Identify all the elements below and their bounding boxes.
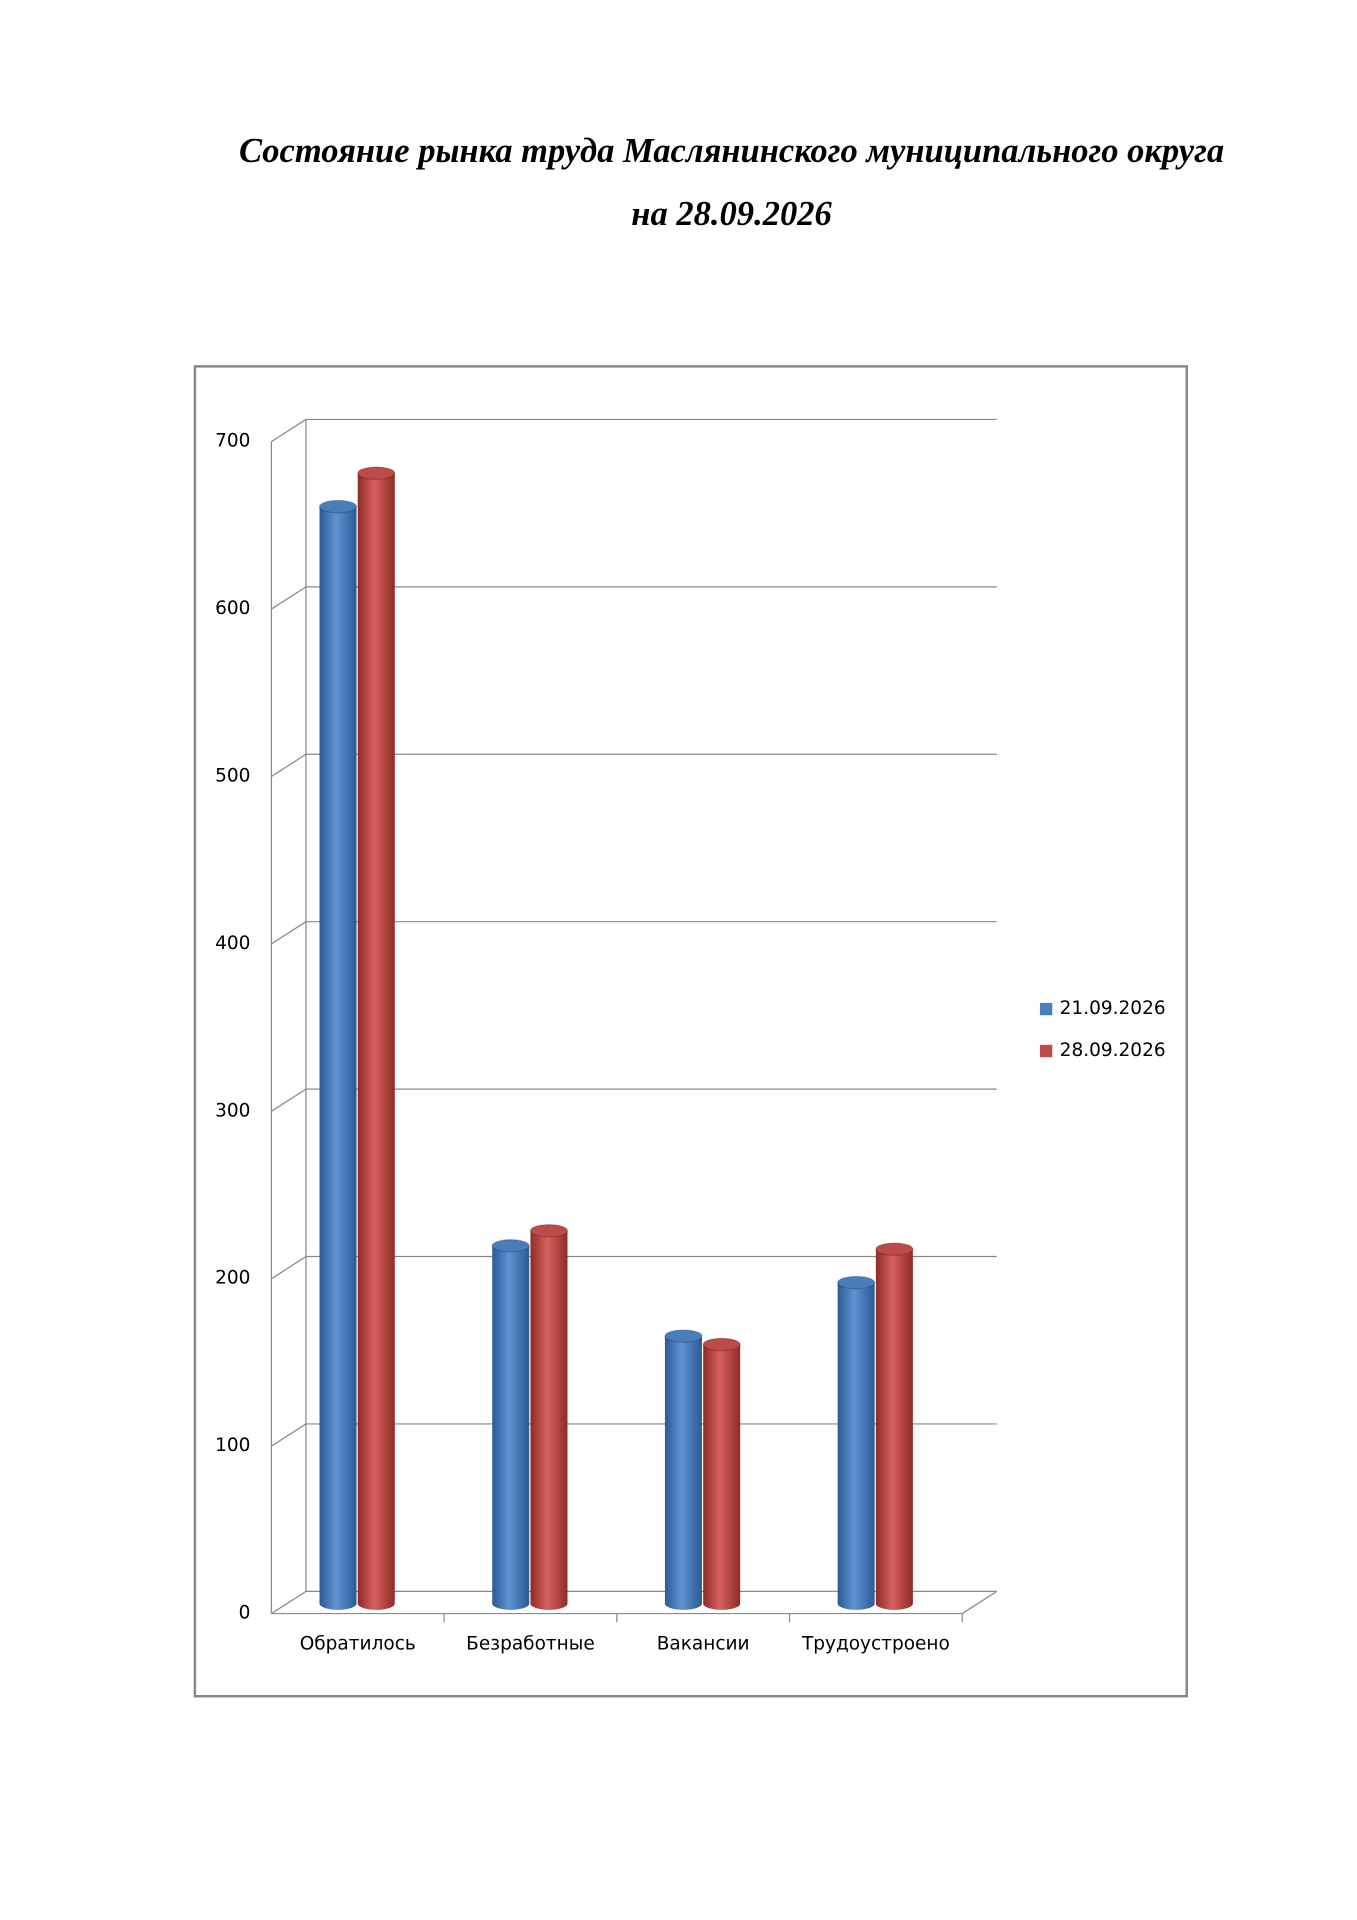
y-tick-label: 500 (215, 765, 250, 786)
bar-top (664, 1329, 703, 1343)
y-tick (271, 753, 307, 777)
bar (837, 1282, 875, 1610)
bar-top (875, 1242, 914, 1256)
y-tick (271, 586, 307, 610)
bar-top (702, 1337, 741, 1352)
bar (357, 473, 395, 1610)
y-tick (271, 1088, 307, 1112)
y-tick (271, 1423, 307, 1447)
x-tick-label: Трудоустроено (801, 1633, 950, 1654)
bar (664, 1336, 702, 1610)
y-tick (271, 418, 307, 443)
bar (492, 1245, 530, 1610)
x-tick-label: Безработные (466, 1633, 595, 1654)
y-tick-label: 600 (215, 598, 250, 619)
y-tick (271, 921, 307, 945)
y-tick-label: 400 (215, 933, 250, 954)
legend-label: 21.09.2026 (1060, 998, 1166, 1019)
bar-top (318, 499, 358, 514)
bar (319, 506, 357, 1610)
bar-top (529, 1223, 569, 1238)
chart-subtitle: на 28.09.2026 (631, 195, 832, 233)
floor-edge (961, 1590, 998, 1615)
bar-top (491, 1239, 530, 1253)
bar-top (837, 1275, 876, 1290)
y-tick-label: 700 (215, 431, 250, 452)
legend-swatch (1039, 1002, 1053, 1016)
legend-swatch (1039, 1044, 1053, 1058)
bar (530, 1230, 568, 1610)
x-tick-label: Вакансии (657, 1633, 750, 1654)
bar (875, 1249, 913, 1610)
y-tick-label: 0 (239, 1603, 251, 1624)
chart-title: Состояние рынка труда Маслянинского муни… (239, 132, 1224, 170)
y-tick-label: 100 (215, 1435, 250, 1456)
y-tick (271, 1590, 307, 1615)
y-tick-label: 300 (215, 1100, 250, 1121)
bar (703, 1344, 741, 1610)
x-tick-label: Обратилось (300, 1633, 416, 1654)
bar-top (357, 466, 396, 480)
y-tick-label: 200 (215, 1268, 250, 1289)
y-tick (271, 1256, 307, 1280)
legend-label: 28.09.2026 (1060, 1040, 1166, 1061)
